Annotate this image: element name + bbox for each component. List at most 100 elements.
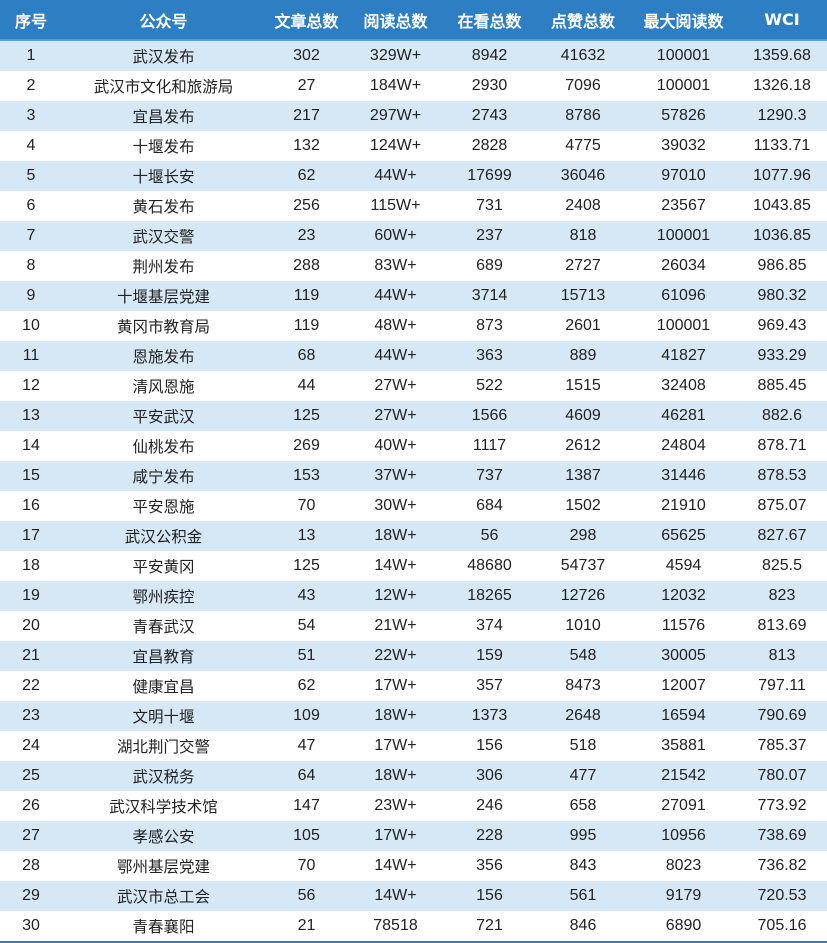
reads-cell: 22W+ — [348, 641, 443, 671]
watching-cell: 1566 — [443, 401, 536, 431]
header-max-reads: 最大阅读数 — [630, 0, 737, 41]
max-reads-cell: 30005 — [630, 641, 737, 671]
max-reads-cell: 26034 — [661, 257, 706, 274]
account-cell: 孝感公安 — [62, 821, 265, 851]
wci-cell: 720.53 — [737, 881, 827, 911]
wci-cell: 882.6 — [737, 401, 827, 431]
articles-cell: 13 — [265, 521, 348, 551]
rank-cell: 29 — [0, 881, 62, 911]
watching-cell: 731 — [476, 197, 503, 214]
reads-cell: 27W+ — [348, 401, 443, 431]
table-row: 30 青春襄阳 21 78518 721 846 6890 705.16 — [0, 911, 827, 943]
likes-cell: 8786 — [536, 101, 630, 131]
account-cell: 武汉科学技术馆 — [109, 798, 218, 816]
wci-cell: 980.32 — [737, 281, 827, 311]
reads-cell: 44W+ — [348, 281, 443, 311]
watching-cell: 374 — [476, 617, 503, 634]
table-row: 15 咸宁发布 153 37W+ 737 1387 31446 878.53 — [0, 461, 827, 491]
header-wci: WCI — [737, 0, 827, 41]
account-cell: 健康宜昌 — [132, 678, 195, 696]
wci-cell: 790.69 — [737, 701, 827, 731]
table-row: 23 文明十堰 109 18W+ 1373 2648 16594 790.69 — [0, 701, 827, 731]
header-rank: 序号 — [0, 0, 62, 41]
reads-cell: 184W+ — [369, 77, 422, 94]
reads-cell: 18W+ — [348, 761, 443, 791]
max-reads-cell: 97010 — [630, 161, 737, 191]
articles-cell: 51 — [265, 641, 348, 671]
reads-cell: 115W+ — [370, 197, 421, 214]
reads-cell: 60W+ — [348, 221, 443, 251]
articles-cell: 109 — [265, 701, 348, 731]
articles-cell: 288 — [293, 257, 320, 274]
max-reads-cell: 35881 — [661, 737, 706, 754]
account-cell: 平安恩施 — [132, 498, 195, 516]
reads-cell: 37W+ — [348, 461, 443, 491]
watching-cell: 737 — [443, 461, 536, 491]
rank-cell: 14 — [22, 437, 40, 454]
table-row: 25 武汉税务 64 18W+ 306 477 21542 780.07 — [0, 761, 827, 791]
rank-cell: 15 — [0, 461, 62, 491]
articles-cell: 147 — [293, 797, 320, 814]
account-cell: 湖北荆门交警 — [116, 738, 210, 756]
max-reads-cell: 100001 — [630, 221, 737, 251]
reads-cell: 40W+ — [374, 437, 417, 454]
wci-cell: 1326.18 — [753, 77, 811, 94]
table-row: 7 武汉交警 23 60W+ 237 818 100001 1036.85 — [0, 221, 827, 251]
header-account: 公众号 — [62, 0, 265, 41]
articles-cell: 21 — [265, 911, 348, 943]
likes-cell: 658 — [569, 797, 597, 814]
max-reads-cell: 12032 — [630, 581, 737, 611]
account-cell: 武汉市文化和旅游局 — [93, 78, 234, 96]
table-row: 20 青春武汉 54 21W+ 374 1010 11576 813.69 — [0, 611, 827, 641]
wci-cell: 736.82 — [757, 857, 807, 874]
table-row: 22 健康宜昌 62 17W+ 357 8473 12007 797.11 — [0, 671, 827, 701]
watching-cell: 2930 — [471, 77, 508, 94]
articles-cell: 119 — [265, 281, 348, 311]
max-reads-cell: 65625 — [630, 521, 737, 551]
reads-cell: 14W+ — [374, 857, 417, 874]
watching-cell: 237 — [443, 221, 536, 251]
likes-cell: 818 — [536, 221, 630, 251]
articles-cell: 105 — [265, 821, 348, 851]
wci-cell: 885.45 — [757, 377, 807, 394]
max-reads-cell: 24804 — [661, 437, 706, 454]
table-row: 27 孝感公安 105 17W+ 228 995 10956 738.69 — [0, 821, 827, 851]
account-cell: 仙桃发布 — [132, 438, 195, 456]
account-cell: 十堰长安 — [62, 161, 265, 191]
watching-cell: 522 — [476, 377, 503, 394]
articles-cell: 47 — [297, 737, 316, 754]
likes-cell: 41632 — [536, 40, 630, 71]
articles-cell: 68 — [265, 341, 348, 371]
likes-cell: 2612 — [565, 437, 601, 454]
wci-cell: 878.71 — [757, 437, 807, 454]
table-row: 18 平安黄冈 125 14W+ 48680 54737 4594 825.5 — [0, 551, 827, 581]
watching-cell: 357 — [476, 677, 503, 694]
table-row: 6 黄石发布 256 115W+ 731 2408 23567 1043.85 — [0, 191, 827, 221]
account-cell: 咸宁发布 — [62, 461, 265, 491]
wci-cell: 780.07 — [737, 761, 827, 791]
watching-cell: 721 — [443, 911, 536, 943]
account-cell: 宜昌教育 — [62, 641, 265, 671]
header-reads: 阅读总数 — [348, 0, 443, 41]
rank-cell: 18 — [22, 557, 40, 574]
max-reads-cell: 11576 — [661, 617, 706, 634]
watching-cell: 56 — [443, 521, 536, 551]
rank-cell: 2 — [26, 77, 36, 94]
table-row: 12 清风恩施 44 27W+ 522 1515 32408 885.45 — [0, 371, 827, 401]
reads-cell: 78518 — [348, 911, 443, 943]
watching-cell: 363 — [443, 341, 536, 371]
header-likes: 点赞总数 — [536, 0, 630, 41]
watching-cell: 356 — [476, 857, 503, 874]
table-row: 13 平安武汉 125 27W+ 1566 4609 46281 882.6 — [0, 401, 827, 431]
articles-cell: 56 — [265, 881, 348, 911]
table-row: 17 武汉公积金 13 18W+ 56 298 65625 827.67 — [0, 521, 827, 551]
table-row: 26 武汉科学技术馆 147 23W+ 246 658 27091 773.92 — [0, 791, 827, 821]
wci-cell: 933.29 — [737, 341, 827, 371]
max-reads-cell: 23567 — [661, 197, 706, 214]
watching-cell: 1373 — [443, 701, 536, 731]
likes-cell: 298 — [536, 521, 630, 551]
rank-cell: 20 — [22, 617, 40, 634]
articles-cell: 54 — [297, 617, 316, 634]
rank-cell: 19 — [0, 581, 62, 611]
likes-cell: 8473 — [565, 677, 601, 694]
